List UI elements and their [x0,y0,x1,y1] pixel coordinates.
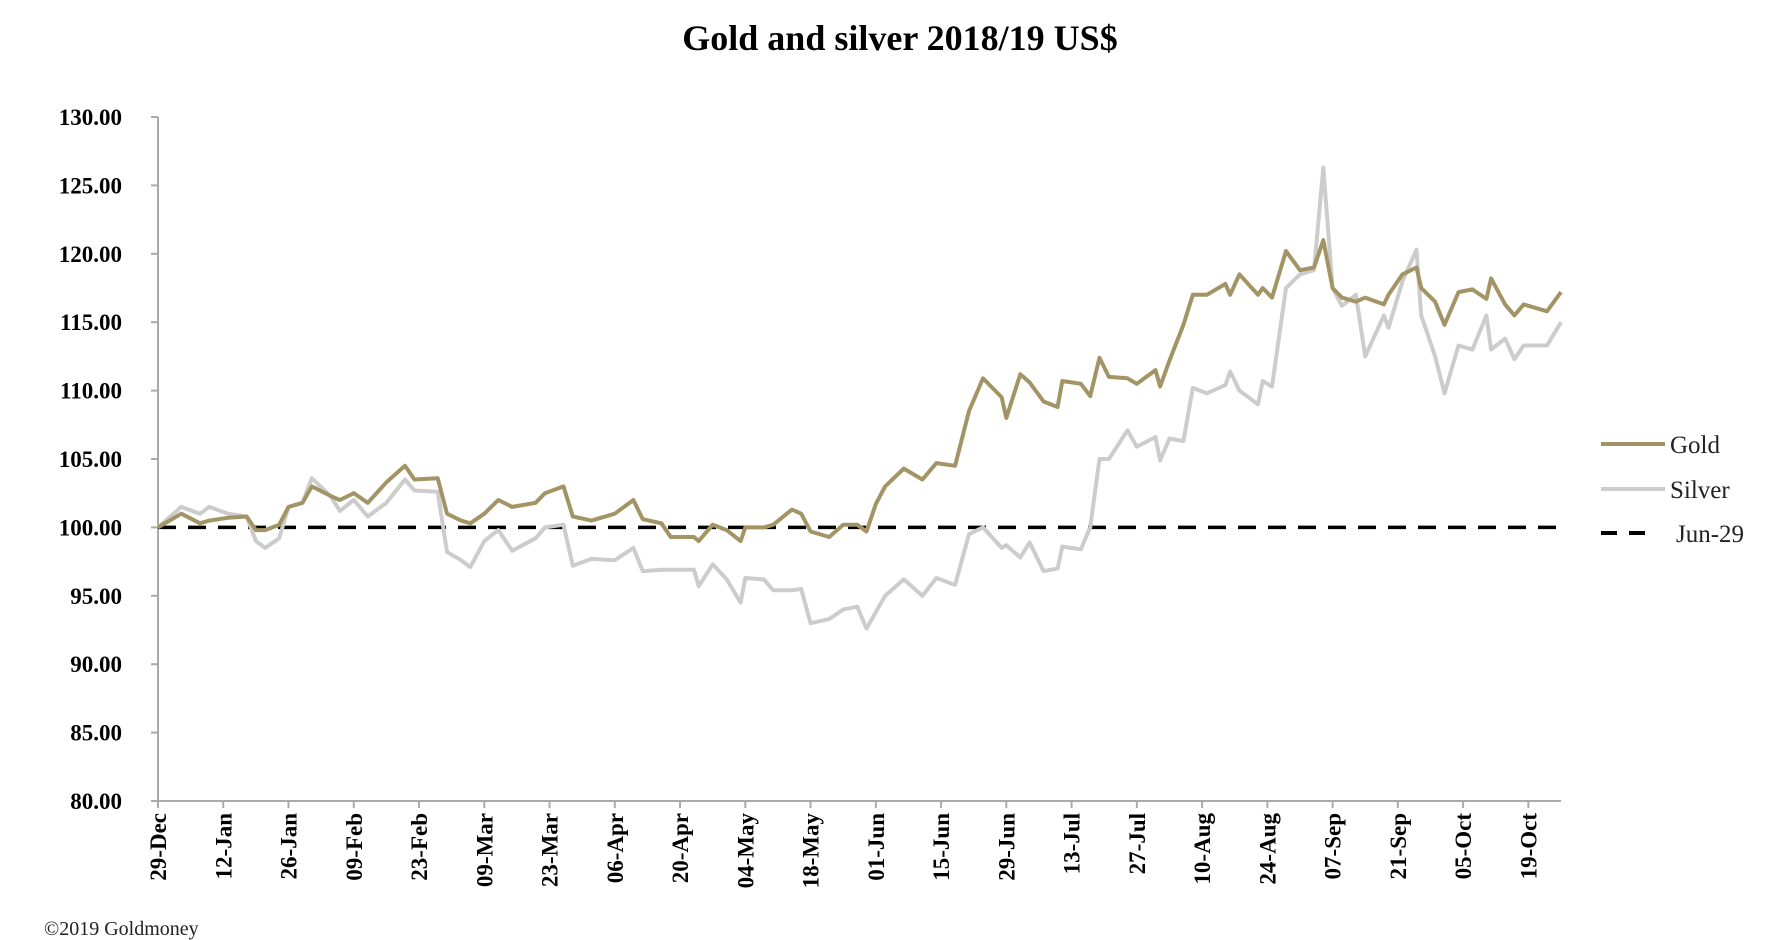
x-tick-label: 21-Sep [1386,813,1411,879]
y-tick-label: 105.00 [59,447,122,472]
x-tick-label: 23-Mar [538,813,563,887]
y-tick-label: 115.00 [60,310,122,335]
x-tick-label: 23-Feb [407,813,432,881]
legend-label-jun-29: Jun-29 [1676,521,1744,548]
x-tick-label: 18-May [799,813,824,889]
x-tick-label: 29-Dec [146,813,171,881]
legend-label-gold: Gold [1670,432,1721,459]
x-tick-label: 07-Sep [1321,813,1346,879]
y-tick-label: 125.00 [59,173,122,198]
y-tick-label: 100.00 [59,515,122,540]
x-tick-label: 20-Apr [668,813,693,883]
x-tick-label: 09-Mar [472,813,497,887]
x-tick-label: 24-Aug [1255,813,1280,885]
x-tick-label: 15-Jun [929,813,954,881]
series-line-silver [156,165,1563,631]
x-tick-label: 10-Aug [1190,813,1215,885]
x-tick-label: 13-Jul [1060,813,1085,874]
x-tick-label: 12-Jan [211,813,236,880]
axes: 80.00 85.00 90.00 95.00 100.00 105.00 110.00 11… [59,105,1561,888]
x-tick-label: 26-Jan [277,813,302,880]
x-tick-label: 29-Jun [994,813,1019,881]
y-tick-label: 95.00 [70,584,122,609]
x-tick-label: 27-Jul [1125,813,1150,874]
x-tick-label: 04-May [733,813,758,889]
x-tick-label: 05-Oct [1451,813,1476,880]
y-tick-label: 110.00 [60,379,122,404]
series-line-gold [156,238,1563,544]
x-tick-label: 09-Feb [342,813,367,881]
legend: Gold Silver Jun-29 [1601,432,1744,548]
y-tick-label: 90.00 [70,652,122,677]
x-tick-label: 06-Apr [603,813,628,883]
y-tick-label: 80.00 [70,789,122,814]
x-tick-label: 19-Oct [1516,813,1541,880]
y-tick-label: 85.00 [70,721,122,746]
series-lines [156,165,1563,631]
x-tick-label: 01-Jun [864,813,889,881]
legend-label-silver: Silver [1670,477,1730,504]
chart-title: Gold and silver 2018/19 US$ [682,18,1117,58]
y-tick-label: 120.00 [59,242,122,267]
copyright-credit: ©2019 Goldmoney [44,918,199,940]
y-tick-label: 130.00 [59,105,122,130]
